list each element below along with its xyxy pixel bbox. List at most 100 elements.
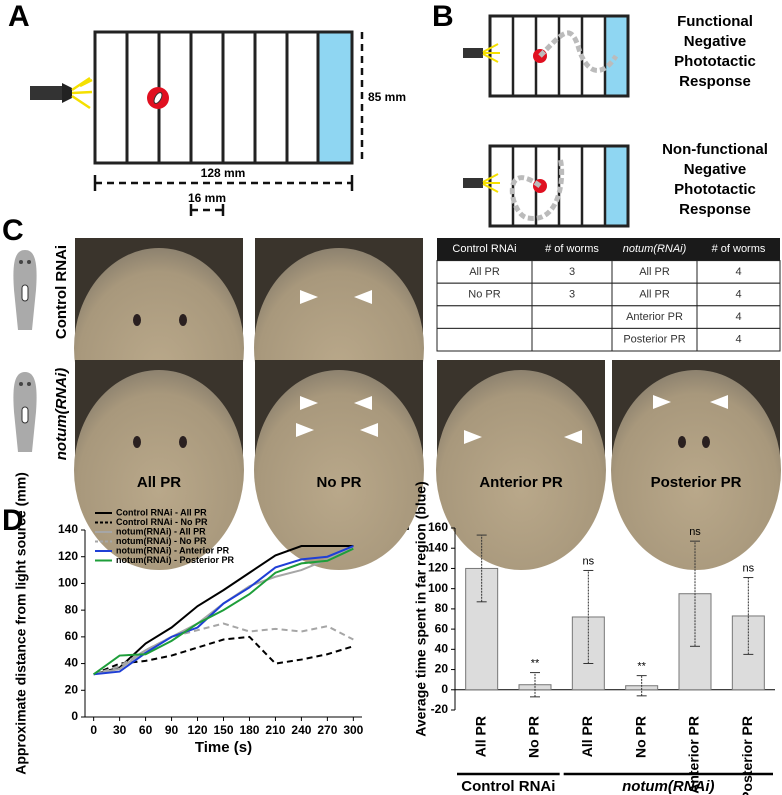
worm-track [538, 30, 619, 73]
worm-head [254, 370, 424, 570]
arrowhead [300, 290, 318, 304]
legend-label: notum(RNAi) - Anterior PR [116, 545, 230, 555]
table-cell [436, 305, 533, 329]
x-tick-label: 30 [113, 723, 127, 737]
line-series [93, 545, 354, 676]
worm-track [509, 157, 565, 221]
response-label: Response [679, 201, 751, 218]
worm-head [74, 370, 244, 570]
y-tick-label: 80 [65, 602, 79, 616]
y-tick-label: 60 [65, 629, 79, 643]
y-tick-label: 40 [435, 642, 449, 656]
y-tick-label: 20 [435, 662, 449, 676]
arrowhead [354, 396, 372, 410]
response-label: Response [679, 73, 751, 90]
worm-head [611, 370, 781, 570]
light-source [463, 48, 483, 58]
table-cell [696, 327, 781, 352]
column-label: Posterior PR [651, 474, 742, 491]
table-cell-text: 4 [735, 334, 741, 346]
table-cell-text: All PR [639, 266, 670, 278]
x-tick-label: No PR [526, 716, 542, 758]
y-tick-label: 0 [441, 682, 448, 696]
x-tick-label: No PR [632, 716, 648, 758]
x-tick-label: Posterior PR [739, 716, 755, 795]
table-cell-text: 3 [569, 266, 575, 278]
table-cell [531, 327, 613, 352]
y-tick-label: 100 [428, 581, 448, 595]
table-cell-text: Anterior PR [626, 311, 683, 323]
light-rays [482, 173, 500, 193]
column-label: All PR [137, 474, 181, 491]
eye [179, 314, 187, 326]
y-axis-label: Average time spent in far region (blue) [413, 481, 429, 736]
light-source [463, 178, 483, 188]
table-header: # of worms [545, 243, 599, 255]
table-header: # of worms [712, 243, 766, 255]
table-cell-text: No PR [468, 288, 500, 300]
x-tick-label: 150 [213, 723, 233, 737]
table-cell-text: Posterior PR [623, 334, 685, 346]
worm-icons [13, 250, 37, 452]
arena-diagram [93, 30, 354, 165]
y-tick-label: 80 [435, 601, 449, 615]
column-label: No PR [317, 474, 362, 491]
dimension-label: 16 mm [188, 191, 226, 205]
arrowhead [653, 395, 671, 409]
row-label: notum(RNAi) [53, 368, 70, 460]
x-tick-label: All PR [579, 716, 595, 757]
y-tick-label: 100 [58, 576, 78, 590]
dimension-label: 128 mm [201, 166, 246, 180]
response-label: Functional [677, 13, 753, 30]
column-label: Anterior PR [479, 474, 563, 491]
table-header: notum(RNAi) [623, 243, 687, 255]
eye [133, 314, 141, 326]
arrowhead [564, 430, 582, 444]
table-cell-text: 4 [735, 311, 741, 323]
table-header: Control RNAi [452, 243, 516, 255]
legend-label: notum(RNAi) - Posterior PR [116, 555, 234, 565]
line-series [93, 547, 354, 676]
x-tick-label: All PR [472, 716, 488, 757]
x-tick-label: 180 [239, 723, 259, 737]
x-tick-label: 90 [165, 723, 179, 737]
x-tick-label: 270 [317, 723, 337, 737]
table-header-bg [437, 238, 780, 261]
table-cell [531, 305, 613, 329]
arrowhead [300, 396, 318, 410]
significance: ns [743, 562, 755, 574]
table: Control RNAi # of worms notum(RNAi) # of wo… [436, 238, 781, 352]
light-rays [482, 43, 500, 63]
arrowhead [296, 423, 314, 437]
panel-label: B [432, 0, 454, 33]
significance: ** [637, 661, 646, 673]
dimension-label: 85 mm [368, 90, 406, 104]
response-label: Negative [684, 161, 747, 178]
y-tick-label: 120 [428, 561, 448, 575]
blue-zone [605, 146, 628, 226]
response-label: Phototactic [674, 181, 756, 198]
y-tick-label: -20 [431, 702, 449, 716]
y-tick-label: 0 [71, 709, 78, 723]
table-cell-text: All PR [469, 266, 500, 278]
eye [702, 436, 710, 448]
table-cell [436, 327, 533, 352]
arrowhead [360, 423, 378, 437]
significance: ns [583, 555, 595, 567]
group-label: notum(RNAi) [622, 778, 714, 795]
line-series [93, 545, 354, 676]
arrowhead [354, 290, 372, 304]
table-cell-text: All PR [639, 288, 670, 300]
panel-label: D [2, 504, 24, 537]
x-tick-label: 120 [188, 723, 208, 737]
x-axis-label: Time (s) [195, 739, 252, 756]
significance: ns [689, 526, 701, 538]
line-series [93, 622, 354, 676]
arrowhead [464, 430, 482, 444]
significance: ** [531, 657, 540, 669]
x-tick-label: 0 [90, 723, 97, 737]
x-tick-label: 240 [291, 723, 311, 737]
table-cell-text: 4 [735, 288, 741, 300]
response-labels: Functional Negative Phototactic Response Non… [662, 13, 768, 218]
legend-label: notum(RNAi) - No PR [116, 536, 207, 546]
